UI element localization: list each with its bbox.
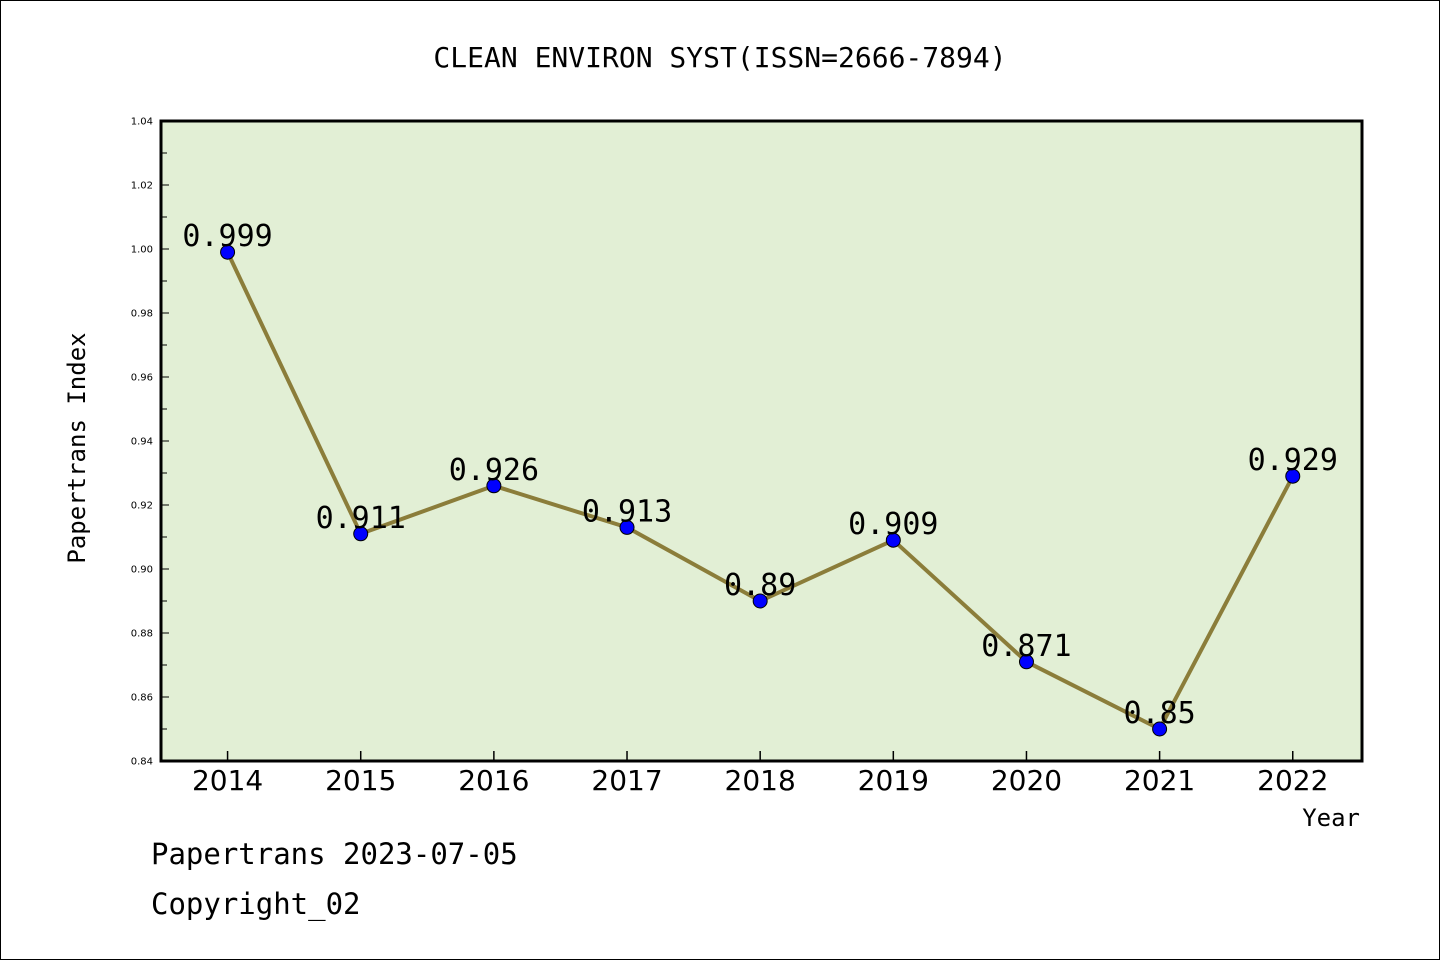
y-axis: 0.84 0.86 0.88 0.90 0.92 0.94 0.96 0.98 1.00 1.02… — [131, 117, 169, 768]
data-point — [752, 593, 768, 609]
y-tick-label: 0.84 — [131, 757, 153, 768]
x-tick-label: 2015 — [325, 764, 396, 797]
data-point — [1285, 468, 1301, 484]
x-tick-label: 2019 — [858, 764, 929, 797]
data-point — [353, 526, 369, 542]
x-tick-label: 2016 — [458, 764, 529, 797]
y-tick-label: 0.88 — [131, 629, 153, 640]
y-tick-label: 1.00 — [131, 245, 153, 256]
data-label: 0.929 — [1248, 443, 1338, 478]
y-tick-label: 0.86 — [131, 693, 153, 704]
footer-copyright: Copyright_02 — [151, 887, 361, 921]
y-tick-label: 0.94 — [131, 437, 153, 448]
data-label: 0.89 — [724, 568, 796, 603]
x-tick-label: 2017 — [591, 764, 662, 797]
data-label: 0.999 — [182, 219, 272, 254]
data-point — [1152, 721, 1168, 737]
data-point — [885, 532, 901, 548]
y-tick-label: 1.02 — [131, 181, 153, 192]
data-point — [1018, 654, 1034, 670]
y-tick-label: 0.90 — [131, 565, 153, 576]
x-tick-label: 2021 — [1124, 764, 1195, 797]
chart-title: CLEAN ENVIRON SYST(ISSN=2666-7894) — [433, 41, 1006, 74]
series-markers — [220, 244, 1301, 737]
data-point — [619, 519, 635, 535]
data-label: 0.85 — [1123, 696, 1195, 731]
x-tick-label: 2018 — [725, 764, 796, 797]
x-axis: 2014 2015 2016 2017 2018 2019 2020 2021 2022 — [192, 751, 1328, 797]
data-label: 0.926 — [449, 453, 539, 488]
y-axis-label: Papertrans Index — [63, 332, 91, 563]
y-tick-label: 0.98 — [131, 309, 153, 320]
x-tick-label: 2022 — [1257, 764, 1328, 797]
data-label: 0.909 — [848, 507, 938, 542]
plot-area — [159, 119, 1364, 763]
x-tick-label: 2014 — [192, 764, 263, 797]
data-point — [220, 244, 236, 260]
x-axis-label: Year — [1302, 804, 1360, 832]
data-labels: 0.999 0.911 0.926 0.913 0.89 0.909 0.871 0.85 0.… — [182, 219, 1338, 731]
data-point — [486, 478, 502, 494]
data-label: 0.911 — [316, 501, 406, 536]
data-label: 0.913 — [582, 494, 672, 529]
y-tick-label: 1.04 — [131, 117, 153, 128]
y-tick-label: 0.96 — [131, 373, 153, 384]
footer-date: Papertrans 2023-07-05 — [151, 837, 518, 871]
x-tick-label: 2020 — [991, 764, 1062, 797]
y-tick-label: 0.92 — [131, 501, 153, 512]
data-label: 0.871 — [981, 629, 1071, 664]
